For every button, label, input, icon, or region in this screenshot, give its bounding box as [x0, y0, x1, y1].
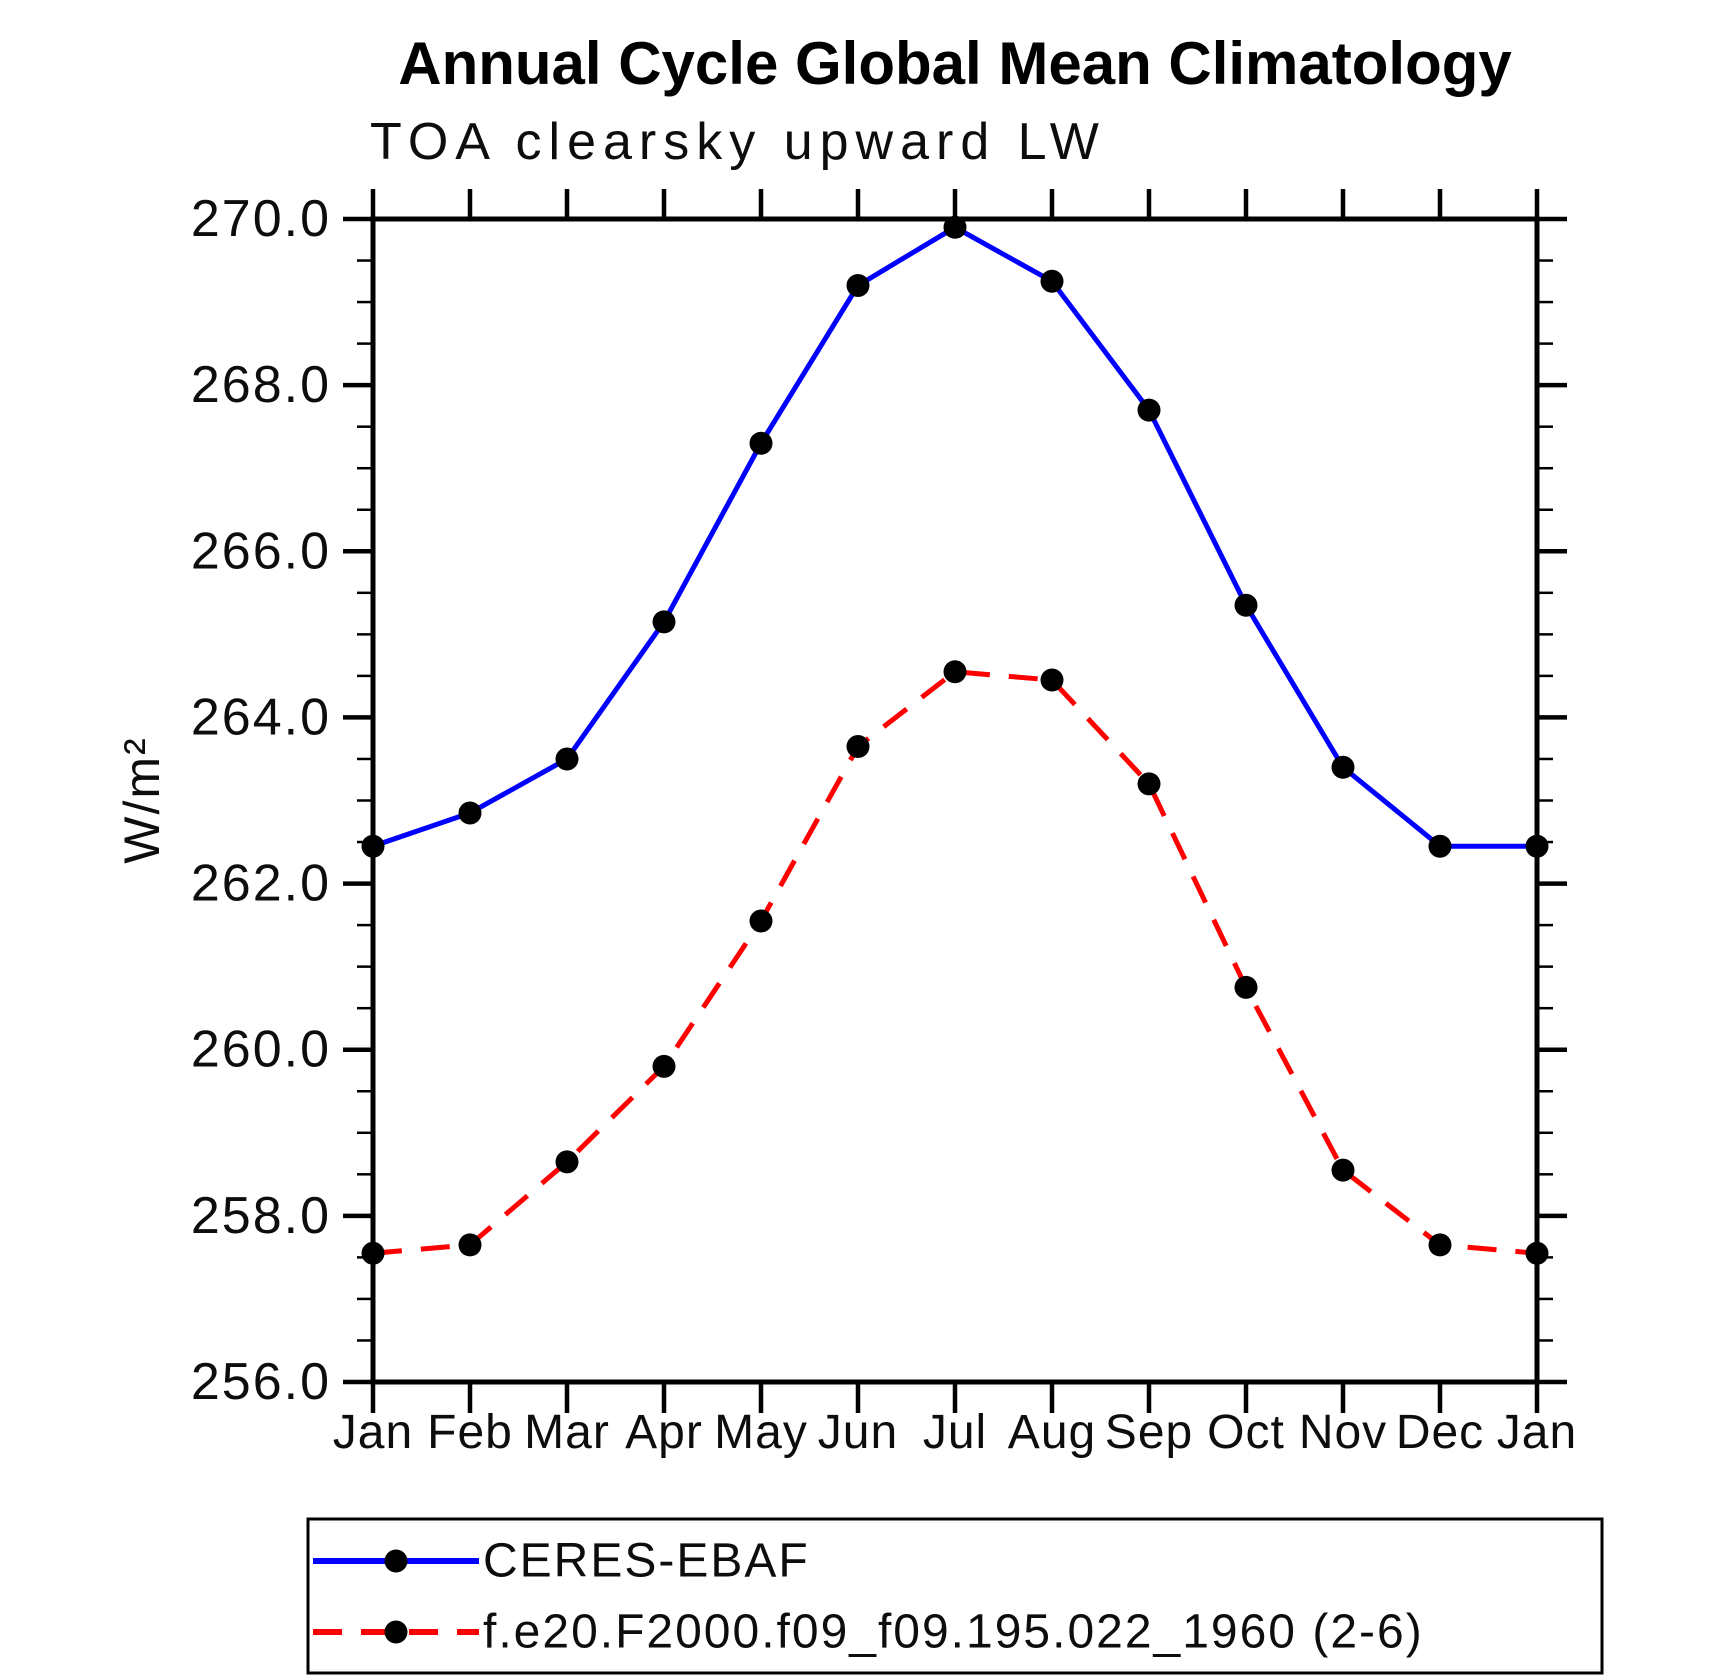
x-tick-label: Dec [1396, 1406, 1484, 1459]
data-point-marker [361, 834, 385, 858]
data-point-marker [1331, 755, 1355, 779]
chart-subtitle: TOA clearsky upward LW [370, 113, 1106, 171]
y-tick-label: 258.0 [191, 1187, 331, 1245]
legend-marker-dot [384, 1549, 408, 1573]
data-point-marker [555, 1150, 579, 1174]
data-point-marker [1137, 772, 1161, 796]
x-tick-label: Apr [625, 1406, 703, 1459]
data-point-marker [1525, 1241, 1549, 1265]
y-tick-label: 270.0 [191, 190, 331, 248]
legend-marker-dot [384, 1620, 408, 1644]
x-tick-label: May [714, 1406, 808, 1459]
data-point-marker [1234, 593, 1258, 617]
data-point-marker [1040, 269, 1064, 293]
data-point-marker [555, 747, 579, 771]
x-tick-label: Jul [923, 1406, 987, 1459]
x-tick-label: Sep [1105, 1406, 1193, 1459]
data-point-marker [458, 1233, 482, 1257]
plot-frame [370, 216, 1540, 1385]
data-point-marker [652, 610, 676, 634]
x-tick-label: Nov [1299, 1406, 1387, 1459]
y-tick-label: 264.0 [191, 688, 331, 746]
data-point-marker [361, 1241, 385, 1265]
legend-entry-label: f.e20.F2000.f09_f09.195.022_1960 (2-6) [483, 1606, 1424, 1659]
y-tick-label: 266.0 [191, 522, 331, 580]
legend-box [306, 1517, 1604, 1675]
x-tick-label: Jun [818, 1406, 898, 1459]
x-tick-label: Mar [524, 1406, 610, 1459]
x-tick-label: Oct [1207, 1406, 1285, 1459]
legend-entry-label: CERES-EBAF [483, 1535, 810, 1588]
data-point-marker [1428, 1233, 1452, 1257]
chart-title: Annual Cycle Global Mean Climatology [398, 30, 1512, 97]
data-point-marker [943, 215, 967, 239]
data-point-marker [749, 909, 773, 933]
data-point-marker [749, 431, 773, 455]
data-point-marker [1234, 975, 1258, 999]
x-tick-label: Aug [1008, 1406, 1096, 1459]
data-point-marker [943, 660, 967, 684]
y-tick-label: 268.0 [191, 356, 331, 414]
series-line-model [372, 669, 1538, 1256]
data-point-marker [846, 273, 870, 297]
data-point-marker [458, 801, 482, 825]
x-tick-label: Feb [427, 1406, 513, 1459]
data-point-marker [1040, 668, 1064, 692]
x-tick-label: Jan [333, 1406, 413, 1459]
data-point-marker [1428, 834, 1452, 858]
x-tick-label: Jan [1497, 1406, 1577, 1459]
data-point-marker [1331, 1158, 1355, 1182]
y-tick-label: 262.0 [191, 855, 331, 913]
y-tick-label: 256.0 [191, 1353, 331, 1411]
data-point-marker [652, 1054, 676, 1078]
y-tick-label: 260.0 [191, 1021, 331, 1079]
data-point-marker [1137, 398, 1161, 422]
series-line-obs [372, 224, 1537, 849]
data-point-marker [846, 735, 870, 759]
data-point-marker [1525, 834, 1549, 858]
